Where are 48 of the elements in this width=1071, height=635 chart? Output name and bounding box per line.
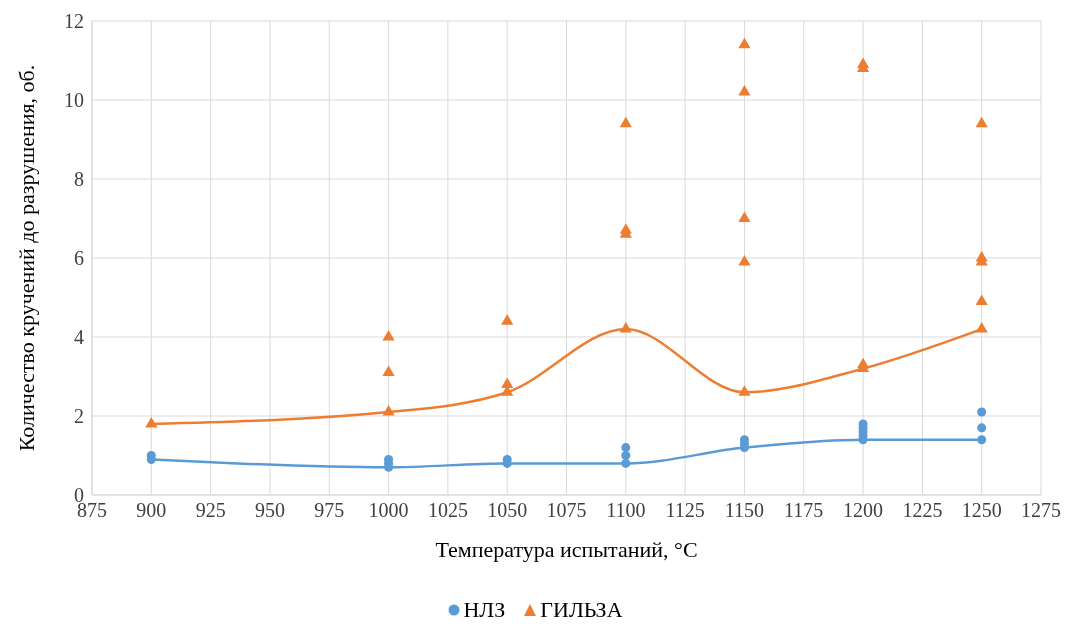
x-tick-label: 1100 [606,499,646,522]
point [619,116,632,128]
x-tick-label: 975 [314,499,345,522]
y-tick-label: 4 [74,326,84,349]
point [977,423,987,433]
point [619,322,632,333]
x-tick-label: 1050 [487,499,528,522]
point [975,116,988,128]
y-tick-label: 10 [64,89,84,112]
x-tick-label: 925 [195,499,226,522]
x-tick-label: 1250 [961,499,1002,522]
x-tick-label: 1200 [843,499,884,522]
point [501,377,514,388]
point [738,254,751,266]
point [738,385,751,396]
x-tick-label: 1275 [1021,499,1061,522]
x-tick-label: 1025 [427,499,468,522]
legend-label: НЛЗ [463,597,506,623]
y-tick-label: 6 [74,247,84,270]
point [738,37,751,49]
point [621,458,631,468]
y-tick-label: 2 [74,405,84,428]
legend-label: ГИЛЬЗА [540,597,623,623]
point [977,435,987,445]
x-tick-label: 1175 [784,499,824,522]
point [382,329,395,341]
point [145,416,158,428]
x-axis-title: Температура испытаний, °C [435,537,698,562]
point [977,407,987,417]
x-tick-label: 1125 [665,499,705,522]
point [975,294,988,305]
x-tick-label: 900 [136,499,167,522]
x-tick-label: 1150 [724,499,765,522]
point [738,85,751,96]
x-tick-label: 1075 [546,499,587,522]
y-tick-label: 12 [64,10,84,33]
point [621,450,631,461]
x-tick-label: 1225 [902,499,943,522]
point [382,405,395,416]
x-tick-label: 1000 [368,499,409,522]
point [382,365,395,377]
y-axis-title: Количество кручений до разрушения, об. [13,64,39,452]
point [975,322,988,333]
point [738,211,751,223]
point [501,314,514,325]
y-tick-label: 8 [74,168,84,191]
point [621,443,631,453]
x-tick-label: 950 [254,499,285,522]
